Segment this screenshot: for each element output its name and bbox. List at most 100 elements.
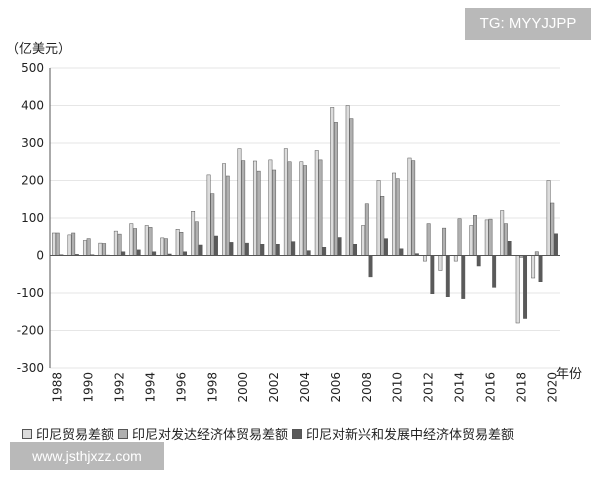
bar-total	[500, 210, 505, 256]
x-tick-label: 2004	[298, 372, 312, 403]
bar-total	[160, 237, 165, 256]
bar-total	[283, 148, 288, 256]
bar-total	[222, 163, 226, 256]
y-axis-unit-label: （亿美元）	[6, 42, 72, 57]
bar-emerging	[229, 242, 234, 256]
bar-developed	[225, 175, 230, 256]
bar-developed	[210, 193, 215, 256]
bar-developed	[102, 243, 107, 256]
legend-item-developed: 印尼对发达经济体贸易差额	[118, 424, 288, 443]
legend: 印尼贸易差额 印尼对发达经济体贸易差额 印尼对新兴和发展中经济体贸易差额	[22, 424, 514, 443]
bar-emerging	[384, 238, 388, 256]
bar-emerging	[399, 248, 404, 256]
bar-developed	[256, 170, 261, 256]
x-tick-label: 2012	[422, 372, 436, 403]
x-tick-label: 2016	[483, 372, 497, 403]
legend-item-emerging: 印尼对新兴和发展中经济体贸易差额	[292, 424, 514, 443]
bar-total	[299, 161, 304, 256]
legend-label-total: 印尼贸易差额	[36, 428, 115, 443]
bar-emerging	[198, 244, 203, 256]
bar-developed	[133, 228, 137, 256]
bar-developed	[349, 118, 354, 256]
bar-total	[206, 174, 211, 256]
bar-emerging	[244, 242, 249, 256]
x-tick-label: 1996	[174, 372, 188, 403]
bar-total	[531, 255, 536, 279]
bar-total	[438, 255, 443, 271]
bar-emerging	[183, 251, 188, 256]
y-tick-label: -100	[17, 286, 44, 300]
x-tick-label: 2014	[453, 372, 467, 403]
bar-emerging	[461, 255, 466, 299]
bar-total	[392, 172, 396, 256]
bar-total	[546, 180, 551, 256]
bar-developed	[163, 238, 168, 256]
bar-emerging	[507, 241, 512, 256]
watermark-top: TG: MYYJJPP	[465, 8, 591, 40]
bar-emerging	[353, 244, 358, 256]
x-tick-label: 1988	[51, 372, 65, 403]
bar-developed	[534, 251, 539, 256]
y-tick-label: -200	[17, 324, 44, 338]
bar-emerging	[430, 255, 435, 294]
x-tick-label: 2018	[514, 372, 528, 403]
bar-developed	[503, 223, 508, 256]
bar-total	[237, 148, 242, 256]
bar-developed	[194, 221, 199, 256]
x-tick-label: 2006	[329, 372, 343, 403]
bar-total	[252, 160, 257, 256]
bar-emerging	[136, 249, 141, 256]
bar-emerging	[368, 255, 373, 278]
bar-total	[191, 211, 196, 256]
bar-developed	[426, 223, 431, 256]
bar-total	[314, 150, 319, 256]
bar-developed	[488, 218, 493, 256]
bar-total	[469, 225, 474, 256]
x-tick-label: 2020	[545, 372, 559, 403]
bar-total	[453, 255, 458, 262]
bar-emerging	[260, 244, 265, 256]
bar-developed	[550, 202, 555, 256]
x-tick-label: 2000	[236, 372, 250, 403]
bar-emerging	[492, 255, 497, 288]
bar-developed	[86, 238, 91, 256]
x-tick-label: 1990	[82, 372, 96, 403]
bar-total	[484, 219, 489, 256]
bar-developed	[117, 233, 122, 256]
bar-total	[144, 225, 149, 256]
bar-developed	[287, 161, 292, 256]
legend-label-emerging: 印尼对新兴和发展中经济体贸易差额	[306, 428, 515, 443]
bar-total	[361, 225, 366, 256]
x-tick-labels: 1988 1990 1992 1994 1996 1998 2000 2002 2004 2006…	[51, 372, 560, 403]
bar-emerging	[554, 233, 558, 256]
y-tick-label: -300	[17, 361, 44, 375]
bar-emerging	[476, 255, 481, 267]
x-tick-label: 1998	[205, 372, 219, 403]
bar-emerging	[306, 250, 311, 256]
bar-developed	[442, 227, 447, 256]
bar-developed	[303, 165, 307, 256]
x-tick-label: 2008	[360, 372, 374, 403]
bar-total	[82, 240, 87, 256]
bar-total	[67, 234, 72, 256]
watermark-bottom: www.jsthjxzz.com	[10, 442, 164, 470]
y-tick-label: 300	[21, 136, 44, 150]
bars	[52, 105, 558, 324]
axes	[49, 68, 560, 368]
bar-emerging	[445, 255, 450, 297]
bar-emerging	[152, 251, 157, 256]
legend-item-total: 印尼贸易差额	[22, 424, 114, 443]
bar-emerging	[538, 255, 543, 282]
bar-developed	[179, 232, 184, 256]
bar-developed	[55, 232, 60, 256]
bar-emerging	[121, 251, 126, 256]
bar-developed	[457, 218, 462, 256]
y-tick-label: 400	[21, 99, 44, 113]
bar-total	[422, 255, 427, 262]
bar-developed	[148, 227, 153, 256]
bar-total	[330, 107, 335, 256]
bar-emerging	[291, 241, 296, 256]
bar-developed	[473, 215, 477, 256]
legend-label-developed: 印尼对发达经济体贸易差额	[132, 428, 289, 443]
